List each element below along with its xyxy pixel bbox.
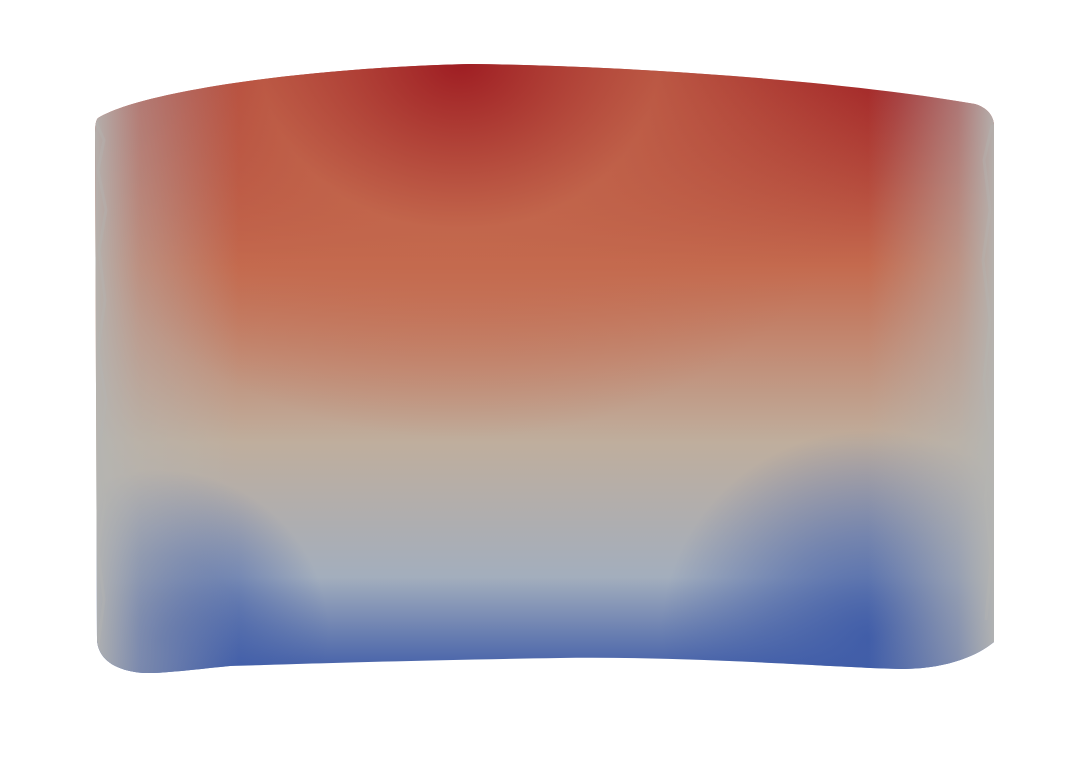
right-rim-mesh (981, 124, 994, 621)
edge-shading (95, 64, 994, 674)
shell-surface (95, 64, 994, 674)
left-rim-mesh (95, 119, 108, 646)
